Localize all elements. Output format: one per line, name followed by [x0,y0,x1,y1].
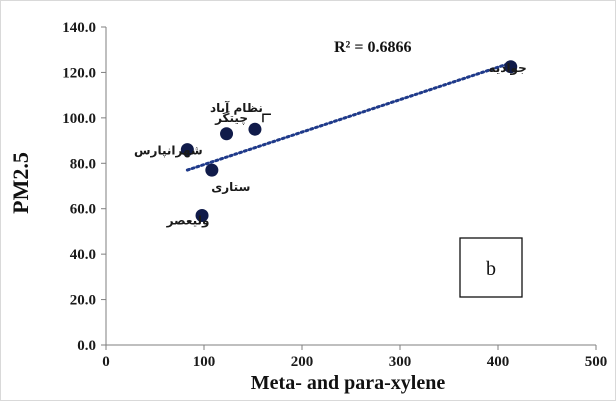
point-label: ولیعصر [166,214,210,229]
x-axis-title: Meta- and para-xylene [251,372,446,394]
panel-label: b [486,258,496,280]
y-axis-title: PM2.5 [8,152,33,214]
data-points [180,60,518,223]
x-tick-label: 200 [291,354,314,370]
data-point [195,209,209,223]
x-tick-label: 300 [389,354,412,370]
label-leader-line [262,113,271,123]
data-point [220,127,234,141]
x-axis-ticks: 0 100 200 300 400 500 [102,345,607,370]
y-tick-label: 120.0 [62,65,96,81]
point-label: شهرانپارس [134,144,203,158]
y-tick-label: 100.0 [62,111,96,127]
x-tick-label: 0 [102,354,110,370]
y-tick-label: 20.0 [70,293,96,309]
point-label: جوادیه [489,61,527,76]
y-tick-label: 0.0 [77,338,96,354]
x-tick-label: 500 [585,354,608,370]
x-tick-label: 100 [193,354,216,370]
data-point [248,122,262,136]
data-point [504,60,518,74]
data-point [180,143,194,157]
r-squared-label: R² = 0.6866 [334,39,411,56]
y-tick-label: 140.0 [62,20,96,36]
panel-label-box [459,237,523,298]
x-tick-label: 400 [487,354,510,370]
y-tick-label: 40.0 [70,247,96,263]
data-point [205,163,219,177]
point-label: ستاری [211,180,250,194]
y-tick-label: 80.0 [70,156,96,172]
point-label: چیتگر [214,111,248,125]
y-tick-label: 60.0 [70,202,96,218]
point-label: نظام آباد [210,100,263,116]
y-axis-ticks: 0.0 20.0 40.0 60.0 80.0 100.0 120.0 140.0 [62,20,106,354]
trendline [185,61,513,172]
